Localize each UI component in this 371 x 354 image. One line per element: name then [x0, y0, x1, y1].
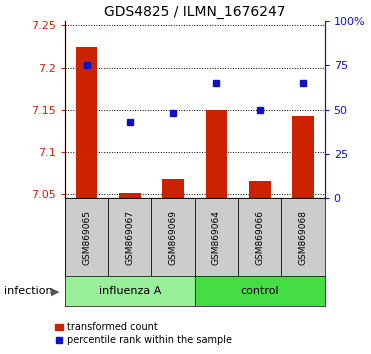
Bar	[119, 193, 141, 198]
Text: infection: infection	[4, 286, 52, 296]
FancyBboxPatch shape	[151, 198, 195, 276]
FancyBboxPatch shape	[65, 198, 108, 276]
Text: GSM869069: GSM869069	[169, 210, 178, 265]
FancyBboxPatch shape	[195, 198, 238, 276]
FancyBboxPatch shape	[281, 198, 325, 276]
Text: ▶: ▶	[52, 286, 60, 296]
Text: GSM869065: GSM869065	[82, 210, 91, 265]
Text: GSM869068: GSM869068	[299, 210, 308, 265]
Bar	[206, 110, 227, 198]
FancyBboxPatch shape	[108, 198, 151, 276]
Bar	[65, 276, 195, 306]
Text: GSM869064: GSM869064	[212, 210, 221, 265]
Text: GSM869067: GSM869067	[125, 210, 134, 265]
Title: GDS4825 / ILMN_1676247: GDS4825 / ILMN_1676247	[104, 5, 286, 19]
Bar	[76, 46, 97, 198]
FancyBboxPatch shape	[238, 198, 281, 276]
Bar	[292, 116, 314, 198]
Bar	[249, 181, 270, 198]
Text: control: control	[240, 286, 279, 296]
Bar	[195, 276, 325, 306]
Legend: transformed count, percentile rank within the sample: transformed count, percentile rank withi…	[51, 319, 236, 349]
Text: influenza A: influenza A	[99, 286, 161, 296]
Text: GSM869066: GSM869066	[255, 210, 264, 265]
Bar	[162, 179, 184, 198]
